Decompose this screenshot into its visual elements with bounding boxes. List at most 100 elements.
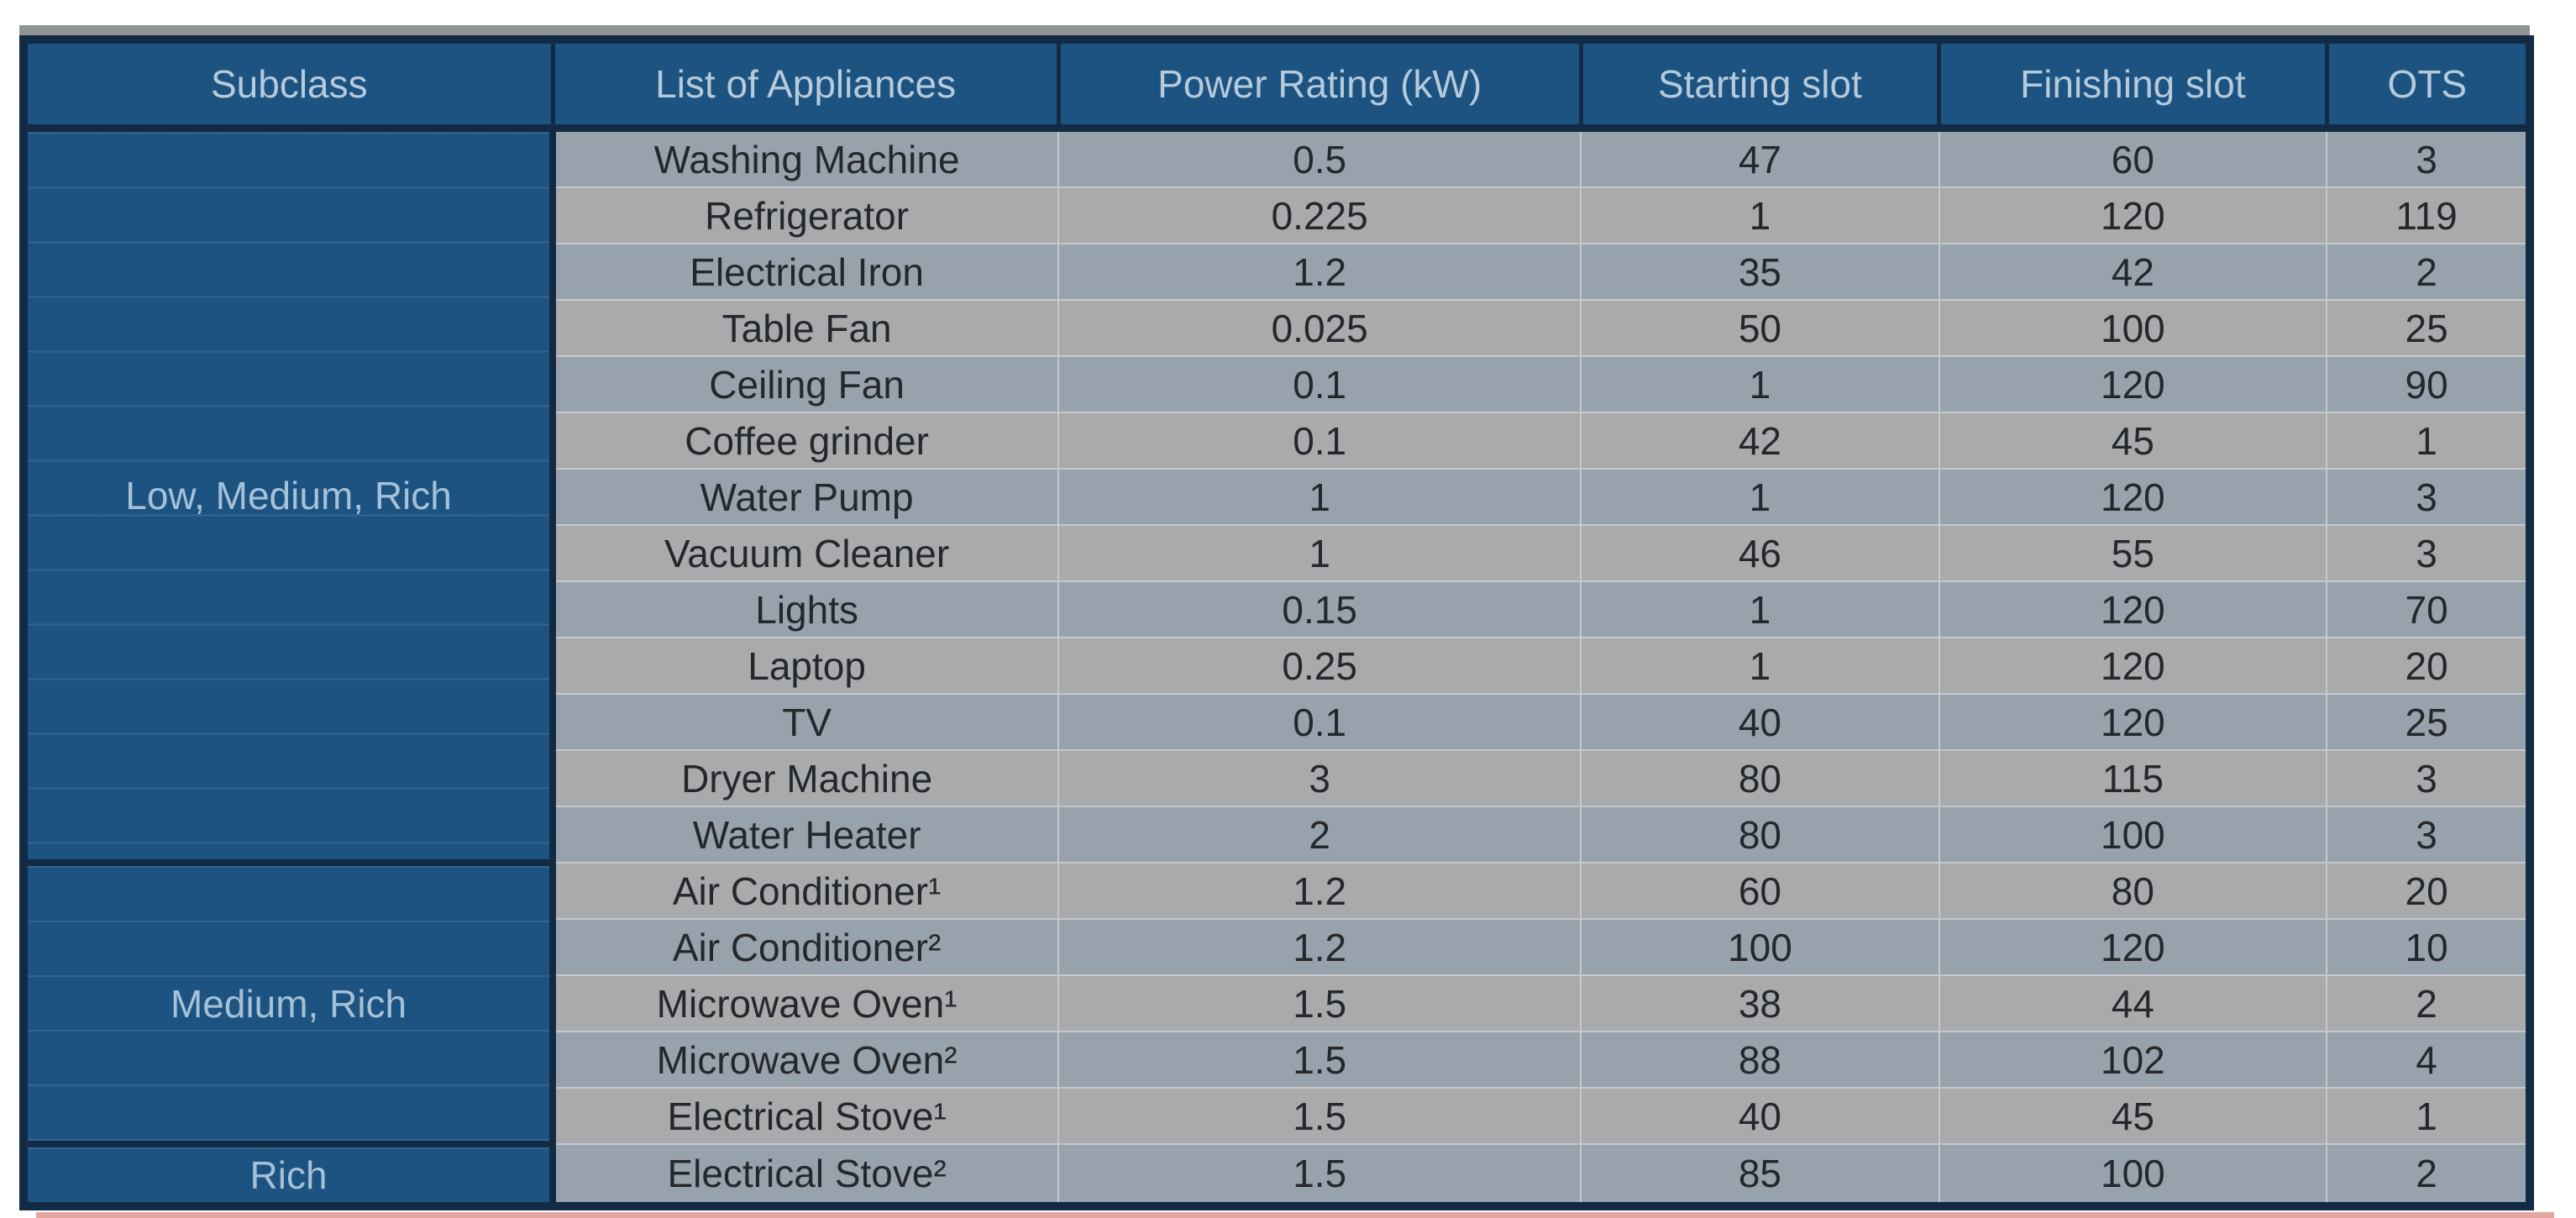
power-cell: 0.025 <box>1057 299 1582 356</box>
subclass-cell: Rich <box>24 1141 553 1206</box>
appliance-cell: Electrical Stove¹ <box>549 1087 1059 1144</box>
finish-cell: 120 <box>1938 355 2327 412</box>
start-cell: 40 <box>1580 693 1939 750</box>
ots-cell: 2 <box>2326 243 2530 300</box>
header-ots: OTS <box>2324 39 2530 132</box>
ots-cell: 119 <box>2326 186 2530 244</box>
appliance-cell: Vacuum Cleaner <box>549 524 1059 581</box>
start-cell: 1 <box>1580 580 1939 638</box>
power-cell: 2 <box>1057 806 1582 863</box>
power-cell: 1 <box>1057 524 1582 581</box>
header-subclass: Subclass <box>24 39 553 132</box>
ots-cell: 20 <box>2326 862 2530 919</box>
start-cell: 100 <box>1580 918 1939 975</box>
power-cell: 0.225 <box>1057 186 1582 244</box>
appliance-cell: Ceiling Fan <box>549 355 1059 412</box>
start-cell: 50 <box>1580 299 1939 356</box>
power-cell: 1.2 <box>1057 243 1582 300</box>
ots-cell: 2 <box>2326 1143 2530 1206</box>
start-cell: 80 <box>1580 749 1939 806</box>
appliance-schedule-table: Subclass List of Appliances Power Rating… <box>19 35 2534 1210</box>
appliance-cell: Refrigerator <box>549 186 1059 244</box>
power-cell: 0.1 <box>1057 355 1582 412</box>
finish-cell: 42 <box>1938 243 2327 300</box>
appliance-cell: Electrical Stove² <box>549 1143 1059 1206</box>
header-finishing-slot: Finishing slot <box>1937 39 2327 132</box>
finish-cell: 120 <box>1938 186 2327 244</box>
table-frame: Subclass List of Appliances Power Rating… <box>19 25 2554 1218</box>
power-cell: 1.5 <box>1057 1143 1582 1206</box>
header-row: Subclass List of Appliances Power Rating… <box>24 39 2530 132</box>
finish-cell: 115 <box>1938 749 2327 806</box>
ots-cell: 1 <box>2326 412 2530 469</box>
power-cell: 1.5 <box>1057 1087 1582 1144</box>
finish-cell: 45 <box>1938 1087 2327 1144</box>
appliance-cell: TV <box>549 693 1059 750</box>
table-row: Medium, Rich Air Conditioner¹ 1.2 60 80 20 <box>24 859 2530 1144</box>
power-cell: 0.1 <box>1057 693 1582 750</box>
power-cell: 1.5 <box>1057 1031 1582 1088</box>
table-header: Subclass List of Appliances Power Rating… <box>24 39 2530 132</box>
table-row: Refrigerator 0.225 1 120 119 <box>24 186 2530 244</box>
ots-cell: 90 <box>2326 355 2530 412</box>
subclass-cell: Low, Medium, Rich <box>24 128 553 863</box>
power-cell: 1.2 <box>1057 918 1582 975</box>
finish-cell: 120 <box>1938 693 2327 750</box>
ots-cell: 70 <box>2326 580 2530 638</box>
power-cell: 1.5 <box>1057 974 1582 1032</box>
ots-cell: 3 <box>2326 749 2530 806</box>
ots-cell: 20 <box>2326 637 2530 694</box>
appliance-table-body: Low, Medium, Rich Washing Machine 0.5 47 60 3… <box>24 127 2530 1206</box>
power-cell: 0.1 <box>1057 412 1582 469</box>
finish-cell: 102 <box>1938 1031 2327 1088</box>
appliance-cell: Washing Machine <box>549 127 1059 187</box>
ots-cell: 2 <box>2326 974 2530 1032</box>
bottom-pink-strip <box>36 1212 2554 1218</box>
power-cell: 1 <box>1057 468 1582 525</box>
ots-cell: 10 <box>2326 918 2530 975</box>
start-cell: 42 <box>1580 412 1939 469</box>
finish-cell: 120 <box>1938 637 2327 694</box>
ots-cell: 3 <box>2326 524 2530 581</box>
appliance-cell: Water Heater <box>549 806 1059 863</box>
start-cell: 60 <box>1580 862 1939 919</box>
finish-cell: 120 <box>1938 580 2327 638</box>
finish-cell: 55 <box>1938 524 2327 581</box>
appliance-cell: Dryer Machine <box>549 749 1059 806</box>
table-row: Lights 0.15 1 120 70 <box>24 580 2530 638</box>
ots-cell: 25 <box>2326 693 2530 750</box>
finish-cell: 100 <box>1938 806 2327 863</box>
subclass-cell: Medium, Rich <box>24 859 553 1144</box>
power-cell: 3 <box>1057 749 1582 806</box>
finish-cell: 60 <box>1938 127 2327 187</box>
finish-cell: 100 <box>1938 1143 2327 1206</box>
appliance-cell: Water Pump <box>549 468 1059 525</box>
start-cell: 46 <box>1580 524 1939 581</box>
appliance-cell: Air Conditioner¹ <box>549 862 1059 919</box>
finish-cell: 44 <box>1938 974 2327 1032</box>
appliance-cell: Air Conditioner² <box>549 918 1059 975</box>
appliance-cell: Electrical Iron <box>549 243 1059 300</box>
appliance-cell: Microwave Oven¹ <box>549 974 1059 1032</box>
start-cell: 1 <box>1580 186 1939 244</box>
table-row: Rich Electrical Stove² 1.5 85 100 2 <box>24 1141 2530 1206</box>
appliance-cell: Lights <box>549 580 1059 638</box>
ots-cell: 25 <box>2326 299 2530 356</box>
power-cell: 0.15 <box>1057 580 1582 638</box>
header-list-appliances: List of Appliances <box>550 39 1059 132</box>
start-cell: 1 <box>1580 468 1939 525</box>
start-cell: 88 <box>1580 1031 1939 1088</box>
header-power-rating: Power Rating (kW) <box>1056 39 1582 132</box>
start-cell: 40 <box>1580 1087 1939 1144</box>
finish-cell: 100 <box>1938 299 2327 356</box>
ots-cell: 3 <box>2326 806 2530 863</box>
ots-cell: 1 <box>2326 1087 2530 1144</box>
appliance-cell: Microwave Oven² <box>549 1031 1059 1088</box>
start-cell: 1 <box>1580 355 1939 412</box>
power-cell: 0.5 <box>1057 127 1582 187</box>
start-cell: 47 <box>1580 127 1939 187</box>
start-cell: 85 <box>1580 1143 1939 1206</box>
finish-cell: 45 <box>1938 412 2327 469</box>
finish-cell: 120 <box>1938 468 2327 525</box>
